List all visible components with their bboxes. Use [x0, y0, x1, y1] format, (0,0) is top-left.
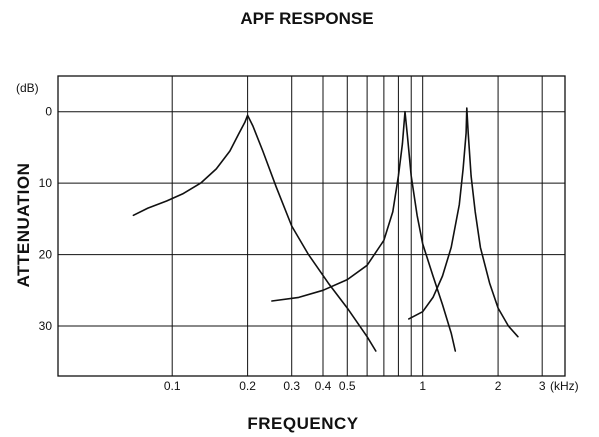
y-tick-label: 10 [39, 176, 53, 190]
x-tick-label: 0.1 [164, 379, 181, 393]
y-axis-title: ATTENUATION [14, 163, 33, 288]
x-tick-label: 0.2 [239, 379, 256, 393]
grid-lines [58, 76, 565, 376]
y-unit-label: (dB) [16, 81, 39, 95]
response-curve-3 [407, 107, 519, 338]
x-axis-title: FREQUENCY [247, 414, 358, 433]
tick-labels: 0 10 20 30 0.1 0.2 0.3 0.4 0.5 1 2 3 [39, 105, 546, 393]
plot-frame [57, 75, 566, 377]
x-tick-label: 3 [539, 379, 546, 393]
response-curve-1 [132, 114, 377, 352]
response-curve-2 [271, 110, 457, 352]
x-unit-label: (kHz) [550, 379, 579, 393]
y-tick-label: 0 [45, 105, 52, 119]
y-tick-label: 20 [39, 248, 53, 262]
response-curves [132, 107, 519, 352]
x-tick-label: 1 [419, 379, 426, 393]
x-tick-label: 0.4 [315, 379, 332, 393]
y-tick-label: 30 [39, 319, 53, 333]
x-tick-label: 2 [495, 379, 502, 393]
x-tick-label: 0.3 [283, 379, 300, 393]
chart-title: APF RESPONSE [240, 9, 373, 28]
x-tick-label: 0.5 [339, 379, 356, 393]
